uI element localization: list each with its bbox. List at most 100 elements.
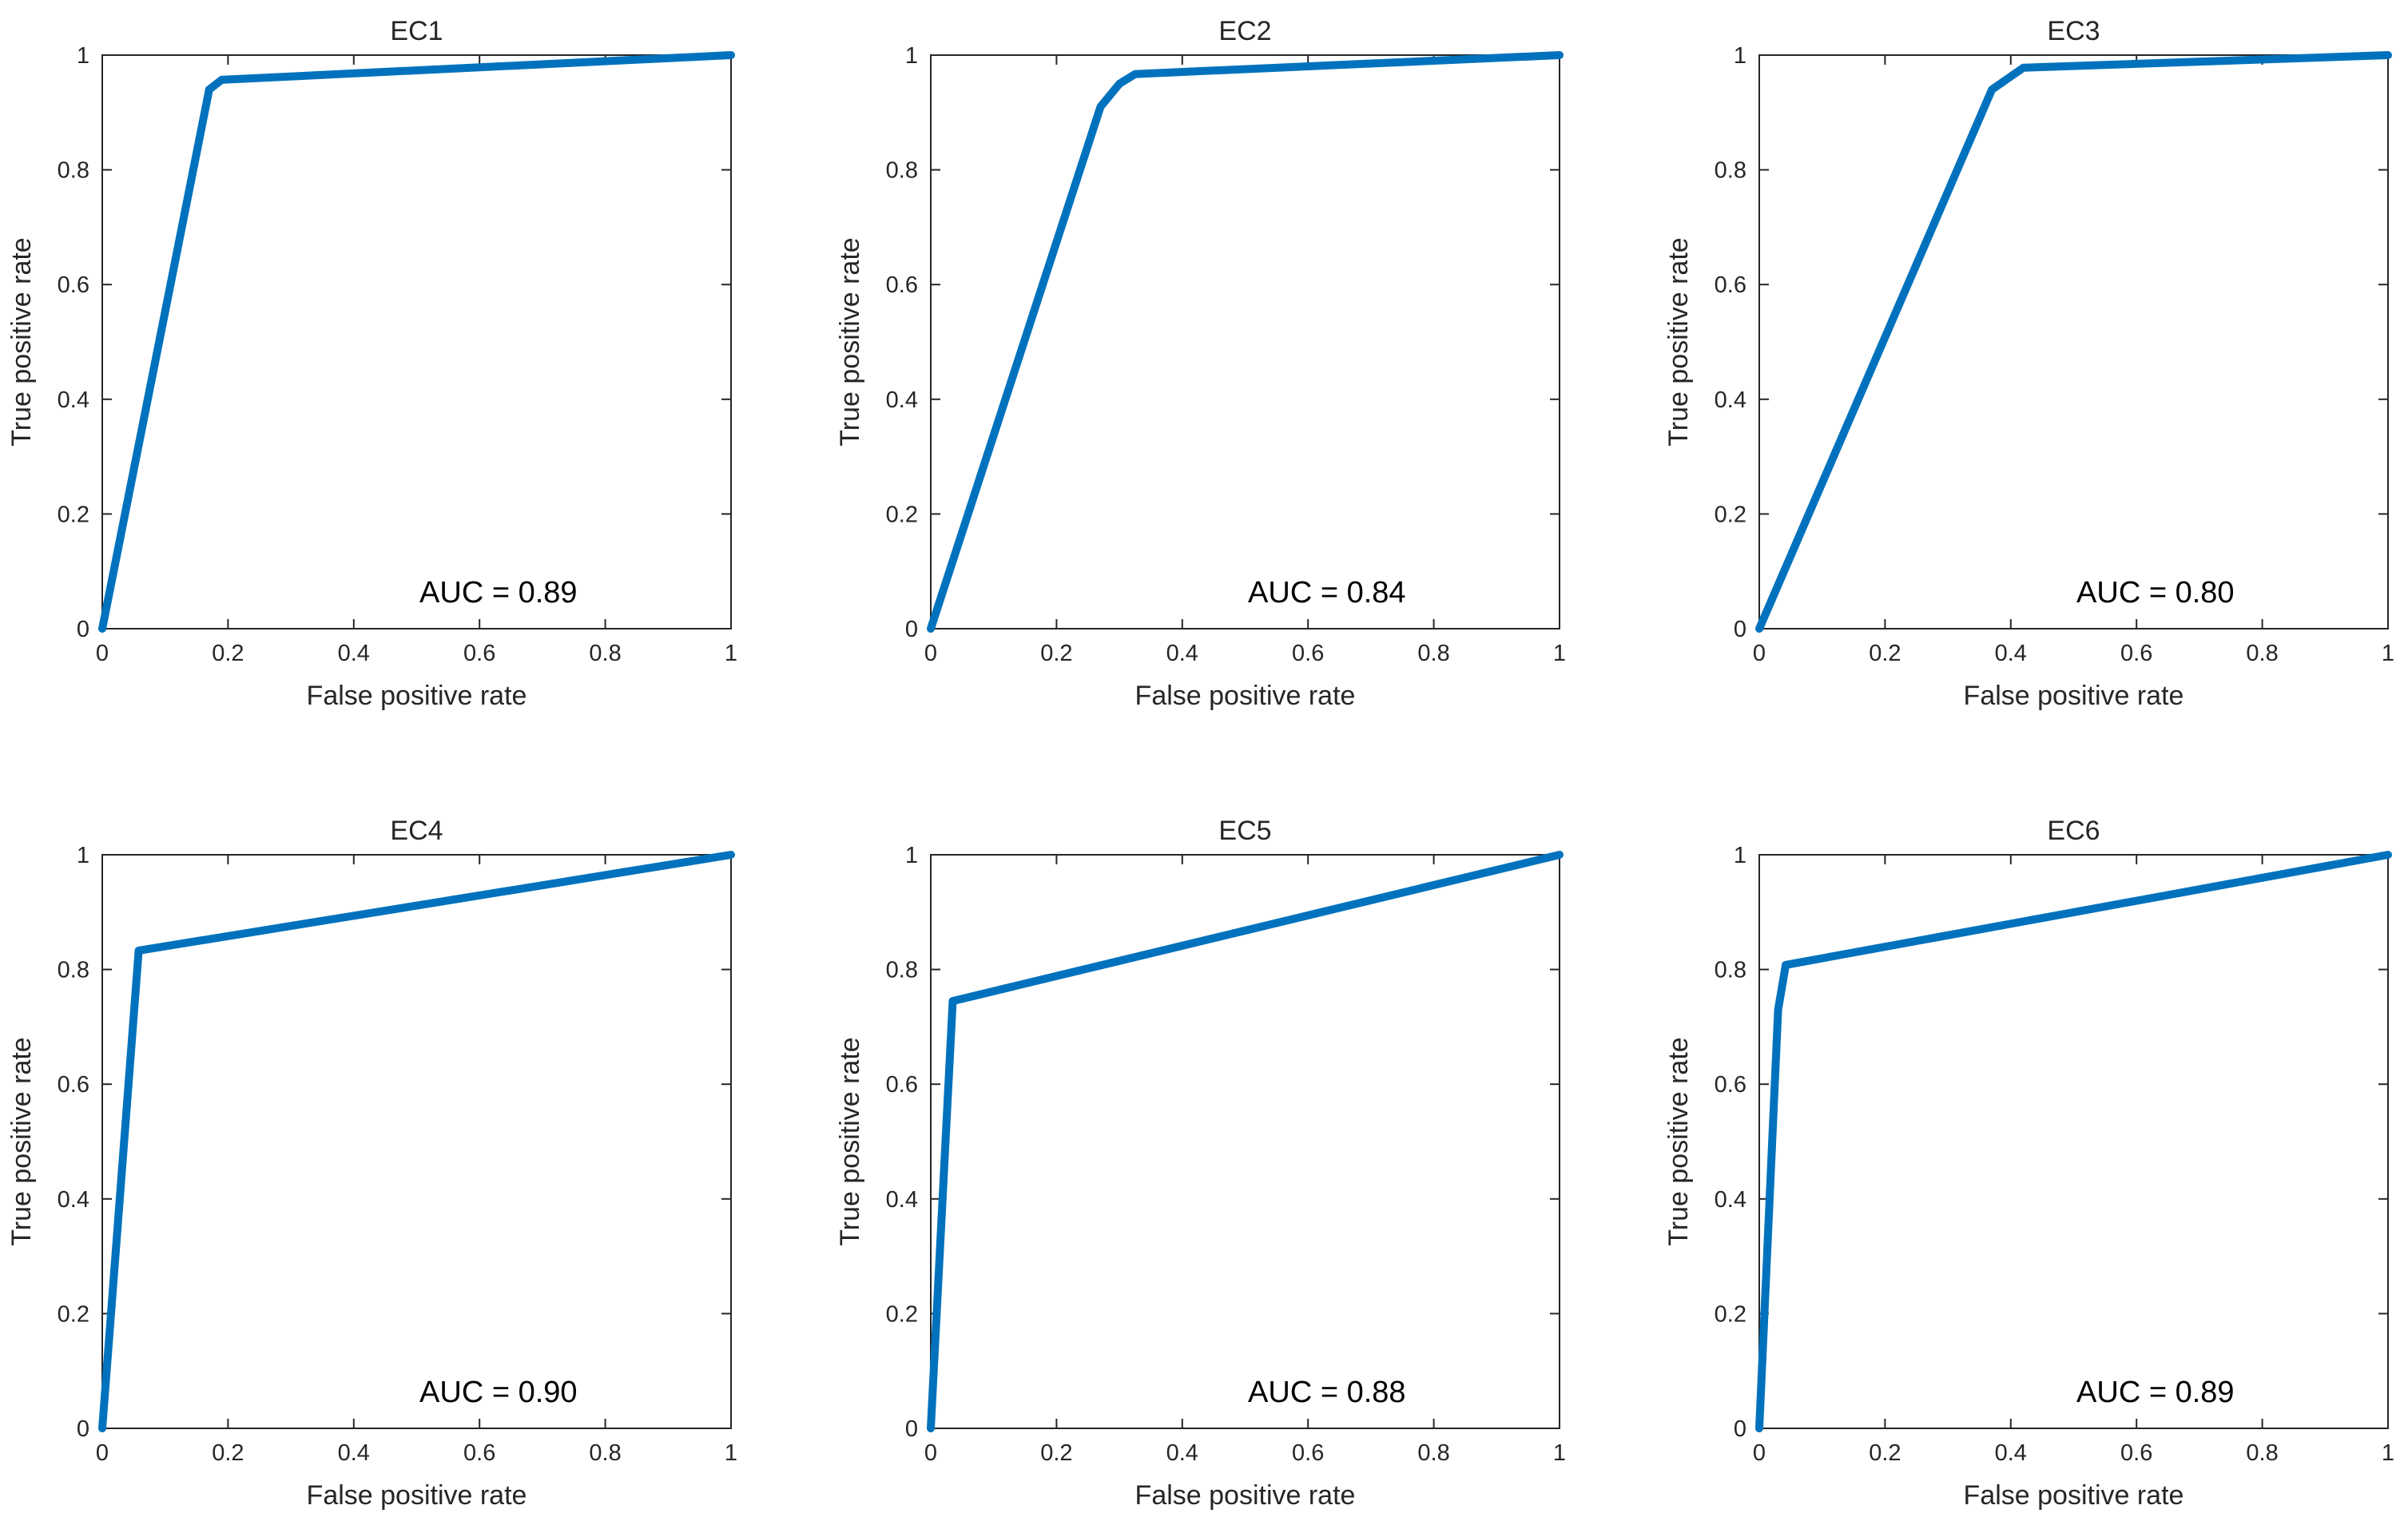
panel-title: EC5 — [1218, 816, 1271, 846]
x-tick-label: 1 — [1553, 641, 1566, 666]
y-tick-label: 0 — [77, 617, 89, 642]
y-tick-label: 0.2 — [1715, 1301, 1746, 1327]
x-tick-label: 0.4 — [1995, 1440, 2027, 1466]
y-tick-label: 0.6 — [886, 1072, 918, 1098]
x-tick-label: 1 — [2382, 641, 2394, 666]
y-tick-label: 1 — [77, 843, 89, 868]
x-tick-label: 0.6 — [463, 1440, 495, 1466]
x-axis-label: False positive rate — [307, 1480, 527, 1511]
x-axis-label: False positive rate — [1135, 681, 1356, 711]
x-tick-label: 0 — [1753, 641, 1766, 666]
x-tick-label: 0.2 — [212, 1440, 244, 1466]
x-tick-label: 0.4 — [338, 1440, 370, 1466]
plot-frame — [1758, 54, 2389, 629]
roc-curve-3 — [1755, 51, 2392, 633]
x-tick-label: 0.2 — [1869, 1440, 1901, 1466]
x-tick-label: 1 — [1553, 1440, 1566, 1466]
auc-annotation: AUC = 0.84 — [1248, 576, 1406, 610]
y-tick-label: 0.2 — [1715, 502, 1746, 527]
y-tick-label: 0 — [1734, 617, 1746, 642]
y-tick-label: 0.2 — [58, 1301, 89, 1327]
y-tick-label: 0.8 — [58, 158, 89, 184]
plot-frame — [1758, 854, 2389, 1429]
roc-panel-6: 0 0.2 0.4 0.6 0.8 1 0 0.2 0.4 0.6 0.8 1 EC6 False pos… — [1663, 816, 2394, 1511]
panel-title: EC3 — [2047, 16, 2100, 46]
y-tick-label: 0.4 — [886, 1187, 918, 1213]
x-tick-label: 0 — [1753, 1440, 1766, 1466]
plot-frame — [930, 54, 1560, 629]
y-tick-label: 0.6 — [58, 272, 89, 298]
x-tick-label: 0.2 — [1040, 1440, 1072, 1466]
x-tick-label: 0.8 — [589, 641, 621, 666]
x-axis-label: False positive rate — [1964, 1480, 2184, 1511]
plot-frame — [101, 54, 732, 629]
x-tick-label: 0.6 — [463, 641, 495, 666]
roc-curve-4 — [98, 851, 735, 1432]
y-axis-label: True positive rate — [1663, 237, 1694, 446]
y-tick-label: 0.4 — [58, 1187, 89, 1213]
y-tick-label: 0.2 — [886, 502, 918, 527]
y-tick-label: 0 — [1734, 1416, 1746, 1442]
x-tick-label: 0.4 — [338, 641, 370, 666]
x-tick-label: 0.8 — [2246, 1440, 2278, 1466]
panel-title: EC6 — [2047, 816, 2100, 846]
x-tick-label: 0 — [96, 1440, 109, 1466]
roc-panel-1: 0 0.2 0.4 0.6 0.8 1 0 0.2 0.4 0.6 0.8 1 EC1 False pos… — [6, 16, 737, 711]
y-tick-label: 0.8 — [886, 158, 918, 184]
x-tick-label: 0.8 — [1417, 1440, 1449, 1466]
roc-panel-3: 0 0.2 0.4 0.6 0.8 1 0 0.2 0.4 0.6 0.8 1 EC3 False pos… — [1663, 16, 2394, 711]
y-tick-label: 0 — [905, 617, 918, 642]
x-tick-label: 0.6 — [2120, 641, 2152, 666]
y-tick-label: 1 — [905, 843, 918, 868]
x-tick-label: 0.4 — [1166, 1440, 1198, 1466]
panel-title: EC4 — [390, 816, 443, 846]
x-tick-label: 0.2 — [212, 641, 244, 666]
auc-annotation: AUC = 0.89 — [419, 576, 578, 610]
plot-frame — [101, 854, 732, 1429]
y-tick-label: 0 — [77, 1416, 89, 1442]
x-tick-label: 0.8 — [589, 1440, 621, 1466]
y-tick-label: 0 — [905, 1416, 918, 1442]
y-tick-label: 0.6 — [886, 272, 918, 298]
y-tick-label: 1 — [905, 43, 918, 69]
y-tick-label: 0.2 — [58, 502, 89, 527]
x-tick-label: 0.8 — [2246, 641, 2278, 666]
x-tick-label: 0.6 — [1292, 1440, 1324, 1466]
y-axis-label: True positive rate — [835, 1037, 865, 1245]
roc-curve-6 — [1755, 851, 2392, 1432]
y-axis-label: True positive rate — [6, 237, 37, 446]
y-tick-label: 0.4 — [886, 387, 918, 413]
x-tick-label: 0 — [96, 641, 109, 666]
x-tick-label: 0.4 — [1995, 641, 2027, 666]
y-tick-label: 0.6 — [1715, 272, 1746, 298]
auc-annotation: AUC = 0.80 — [2076, 576, 2235, 610]
roc-panel-4: 0 0.2 0.4 0.6 0.8 1 0 0.2 0.4 0.6 0.8 1 EC4 False pos… — [6, 816, 737, 1511]
x-tick-label: 0.6 — [2120, 1440, 2152, 1466]
y-axis-label: True positive rate — [6, 1037, 37, 1245]
x-axis-label: False positive rate — [1135, 1480, 1356, 1511]
y-axis-label: True positive rate — [1663, 1037, 1694, 1245]
auc-annotation: AUC = 0.88 — [1248, 1376, 1406, 1409]
x-tick-label: 0 — [924, 641, 937, 666]
y-tick-label: 0.4 — [58, 387, 89, 413]
y-tick-label: 1 — [1734, 843, 1746, 868]
x-tick-label: 0.6 — [1292, 641, 1324, 666]
y-tick-label: 0.6 — [58, 1072, 89, 1098]
x-tick-label: 0 — [924, 1440, 937, 1466]
x-axis-label: False positive rate — [1964, 681, 2184, 711]
x-axis-label: False positive rate — [307, 681, 527, 711]
y-tick-label: 0.4 — [1715, 1187, 1746, 1213]
roc-panel-5: 0 0.2 0.4 0.6 0.8 1 0 0.2 0.4 0.6 0.8 1 EC5 False pos… — [835, 816, 1566, 1511]
x-tick-label: 1 — [725, 1440, 737, 1466]
panel-title: EC1 — [390, 16, 443, 46]
y-tick-label: 0.6 — [1715, 1072, 1746, 1098]
y-tick-label: 0.4 — [1715, 387, 1746, 413]
x-tick-label: 1 — [2382, 1440, 2394, 1466]
auc-annotation: AUC = 0.90 — [419, 1376, 578, 1409]
roc-panel-2: 0 0.2 0.4 0.6 0.8 1 0 0.2 0.4 0.6 0.8 1 EC2 False pos… — [835, 16, 1566, 711]
x-tick-label: 0.2 — [1040, 641, 1072, 666]
y-tick-label: 1 — [1734, 43, 1746, 69]
y-tick-label: 1 — [77, 43, 89, 69]
auc-annotation: AUC = 0.89 — [2076, 1376, 2235, 1409]
